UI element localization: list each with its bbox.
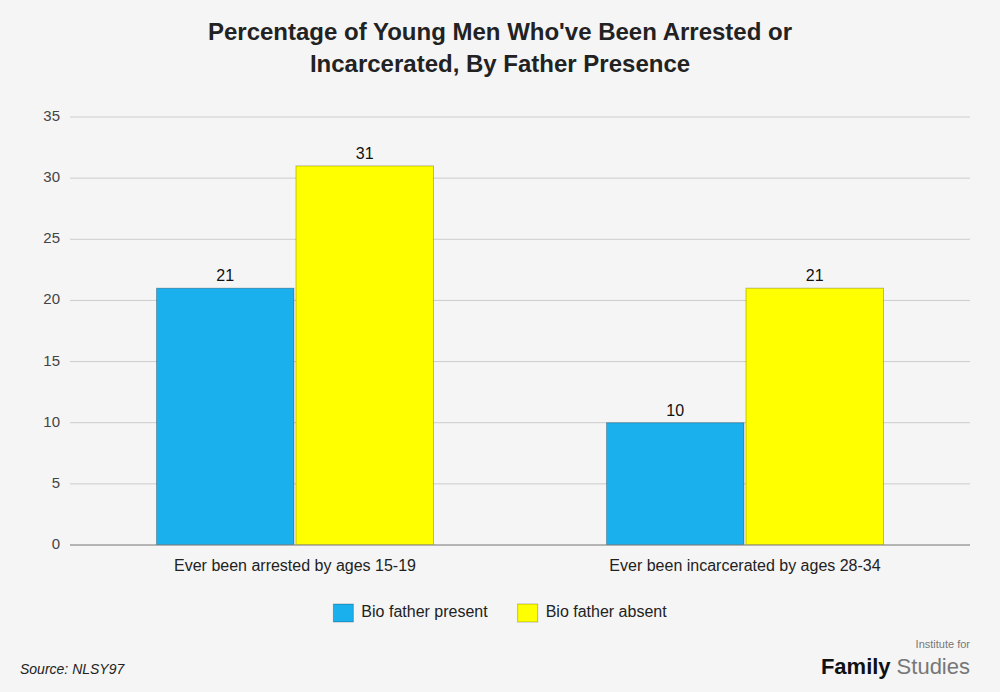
- logo-bold: Family: [821, 654, 891, 679]
- x-tick-label: Ever been arrested by ages 15-19: [174, 557, 416, 574]
- bar: [746, 288, 884, 545]
- data-label: 31: [356, 145, 374, 162]
- bar: [157, 288, 295, 545]
- y-tick-label: 0: [52, 535, 60, 552]
- y-tick-label: 5: [52, 474, 60, 491]
- legend-item: Bio father absent: [518, 603, 668, 622]
- chart: Percentage of Young Men Who've Been Arre…: [0, 0, 1000, 692]
- bar: [296, 166, 434, 545]
- logo: FamilyStudies: [821, 654, 970, 679]
- legend-swatch: [333, 604, 353, 622]
- legend-label: Bio father present: [361, 603, 488, 620]
- y-tick-label: 20: [43, 290, 60, 307]
- logo-regular: Studies: [897, 654, 970, 679]
- legend: Bio father present Bio father absent: [333, 603, 667, 622]
- y-tick-label: 30: [43, 168, 60, 185]
- bars: [157, 166, 884, 545]
- title-line: Percentage of Young Men Who've Been Arre…: [208, 18, 792, 45]
- grid-line: [70, 239, 970, 240]
- x-tick-label: Ever been incarcerated by ages 28-34: [609, 557, 880, 574]
- y-tick-label: 15: [43, 352, 60, 369]
- legend-label: Bio father absent: [546, 603, 668, 620]
- data-label: 21: [806, 267, 824, 284]
- title-line: Incarcerated, By Father Presence: [310, 50, 690, 77]
- data-label: 10: [666, 402, 684, 419]
- data-labels: 21 31 10 21: [216, 145, 823, 419]
- data-label: 21: [216, 267, 234, 284]
- background: [0, 0, 1000, 692]
- title: Percentage of Young Men Who've Been Arre…: [208, 18, 792, 77]
- grid-line: [70, 545, 970, 546]
- grid: [70, 117, 970, 545]
- legend-swatch: [518, 604, 538, 622]
- grid-line: [70, 178, 970, 179]
- y-tick-label: 25: [43, 229, 60, 246]
- y-tick-label: 35: [43, 107, 60, 124]
- grid-line: [70, 117, 970, 118]
- bar: [607, 423, 745, 545]
- source-note: Source: NLSY97: [20, 661, 125, 677]
- legend-item: Bio father present: [333, 603, 488, 622]
- x-axis-line: [70, 545, 970, 546]
- y-tick-label: 10: [43, 413, 60, 430]
- logo-small: Institute for: [916, 638, 971, 650]
